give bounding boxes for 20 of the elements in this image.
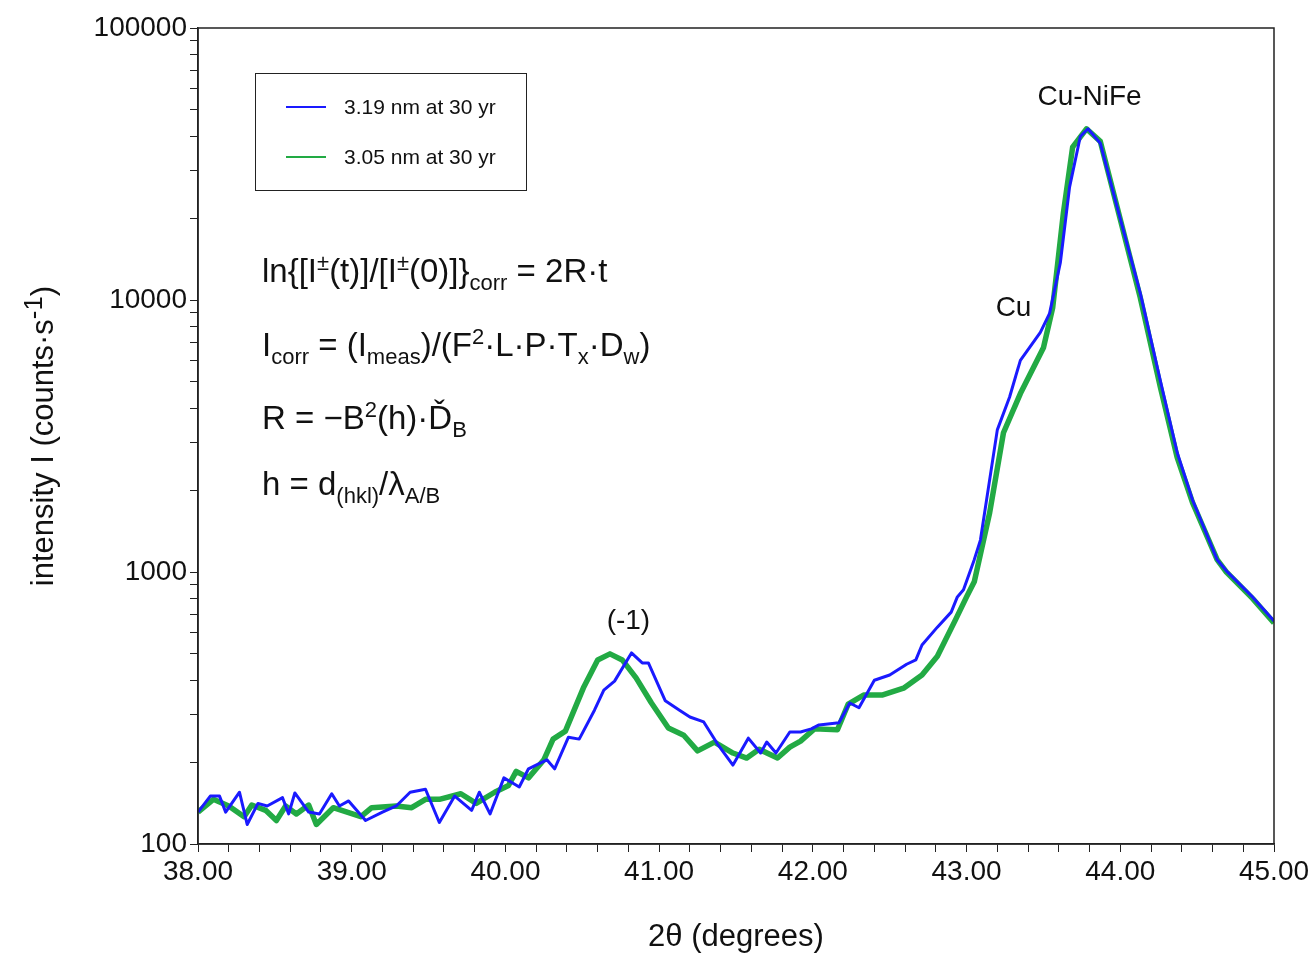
annotation: R = −B$^{2}$(h)·Ď$_{B}$: [262, 396, 468, 444]
x-tick-label: 45.00: [1238, 854, 1310, 886]
legend-label: 3.19 nm at 30 yr: [344, 95, 496, 119]
x-axis-title: 2θ (degrees): [648, 918, 824, 954]
annotation: (-1): [606, 603, 651, 635]
y-tick-label: 10000: [109, 282, 187, 314]
y-tick-label: 1000: [124, 554, 187, 586]
annotation: ln{[I$^{±}$(t)]/[I$^{±}$(0)]}$_{corr}$ = 2R·t: [262, 249, 609, 297]
text: I$_{corr}$ = (I$_{meas}$)/(F$^{2}$·L·P·T$_{x}$·D$_{w}$): [262, 323, 651, 369]
annotation: Cu-NiFe: [1037, 79, 1142, 111]
x-tick-label: 43.00: [931, 854, 1002, 886]
x-tick-label: 41.00: [624, 854, 695, 886]
x-tick-label: 40.00: [470, 854, 541, 886]
y-tick-label: 100000: [93, 10, 187, 42]
annotation: Cu: [995, 291, 1032, 323]
legend-label: 3.05 nm at 30 yr: [344, 145, 496, 169]
x-tick-label: 42.00: [777, 854, 848, 886]
x-tick-label: 44.00: [1085, 854, 1156, 886]
x-tick-label: 39.00: [316, 854, 387, 886]
annotation: h = d$_{(hkl)}$/λ$_{A/B}$: [262, 463, 442, 510]
